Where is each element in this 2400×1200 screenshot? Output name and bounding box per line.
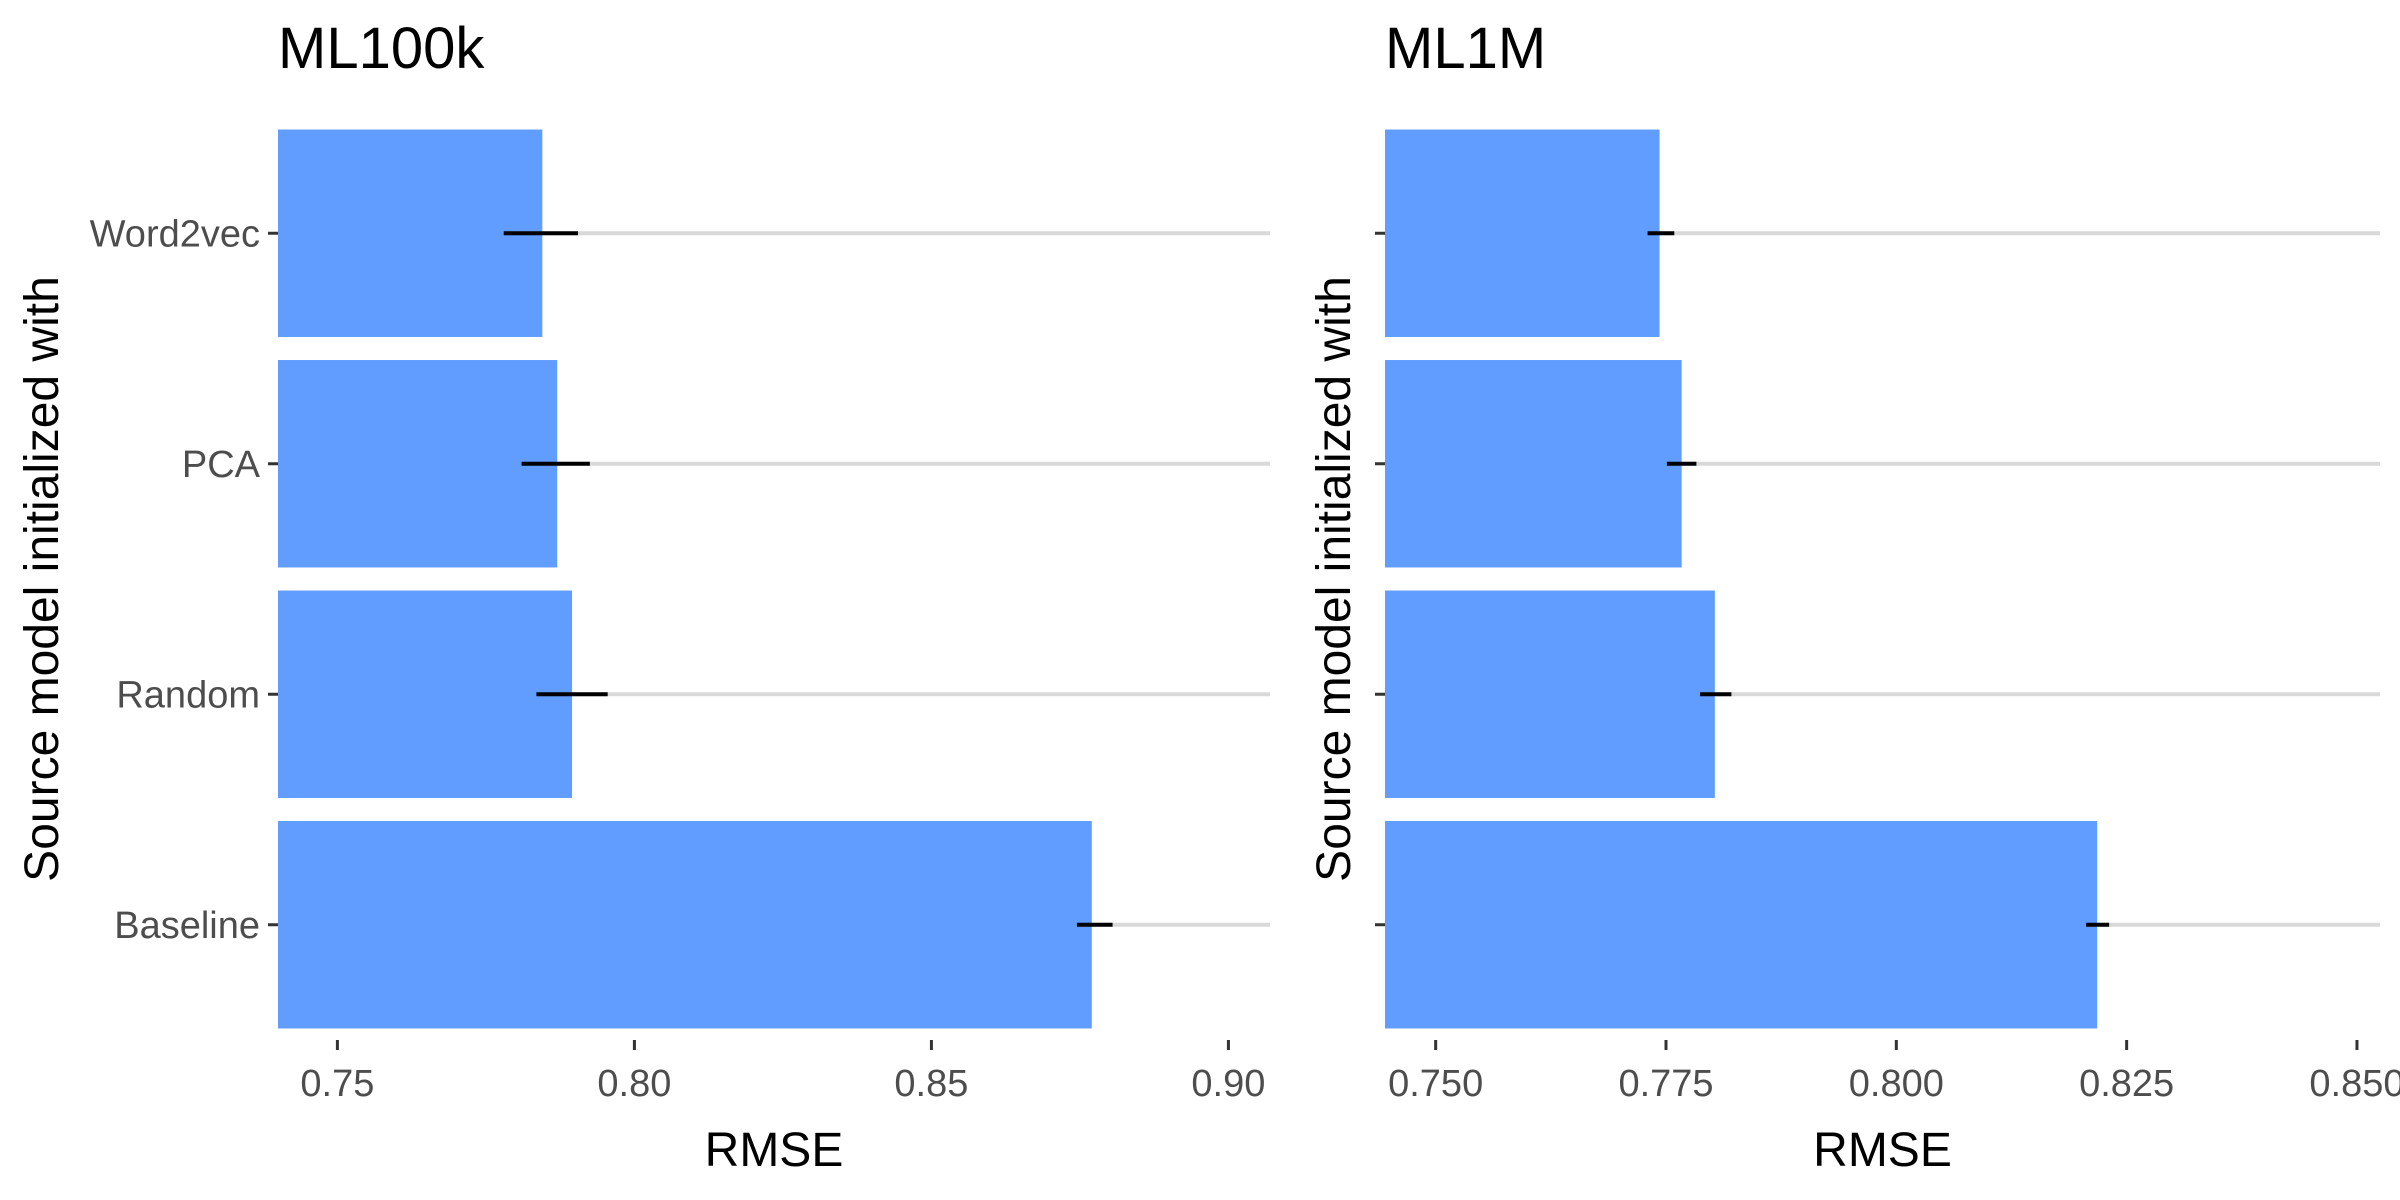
y-tick-label: Word2vec	[90, 213, 260, 255]
x-tick-label: 0.80	[597, 1063, 671, 1105]
y-tick-label: Baseline	[114, 905, 260, 947]
bar-word2vec	[1385, 129, 1660, 337]
bar-random	[1385, 590, 1715, 798]
bar-baseline	[1385, 821, 2098, 1029]
bar-random	[278, 590, 573, 798]
panel-ml1m: ML1M 0.750 0.775 0.800 0.825 0.850 RMSE Source …	[1308, 16, 2400, 1177]
x-tick-label: 0.825	[2079, 1063, 2174, 1105]
x-tick-label: 0.750	[1388, 1063, 1483, 1105]
y-axis-title: Source model initialized with	[1308, 276, 1361, 882]
bar-pca	[278, 360, 558, 568]
bar-pca	[1385, 360, 1682, 568]
x-tick-label: 0.85	[894, 1063, 968, 1105]
x-tick-label: 0.800	[1849, 1063, 1944, 1105]
panel-title: ML1M	[1385, 16, 1546, 81]
bar-baseline	[278, 821, 1092, 1029]
y-tick-label: Random	[116, 674, 260, 716]
x-axis-title: RMSE	[705, 1124, 844, 1177]
y-tick-label: PCA	[182, 444, 261, 486]
x-axis-title: RMSE	[1813, 1124, 1952, 1177]
x-tick-label: 0.850	[2309, 1063, 2400, 1105]
panel-title: ML100k	[278, 16, 485, 81]
x-tick-label: 0.775	[1618, 1063, 1713, 1105]
y-axis-title: Source model initialized with	[16, 276, 69, 882]
bar-word2vec	[278, 129, 543, 337]
x-tick-label: 0.90	[1191, 1063, 1265, 1105]
panel-ml100k: ML100k Word2vec PCA Random Baseline 0.75 0.80 0…	[16, 16, 1270, 1177]
x-tick-label: 0.75	[300, 1063, 374, 1105]
